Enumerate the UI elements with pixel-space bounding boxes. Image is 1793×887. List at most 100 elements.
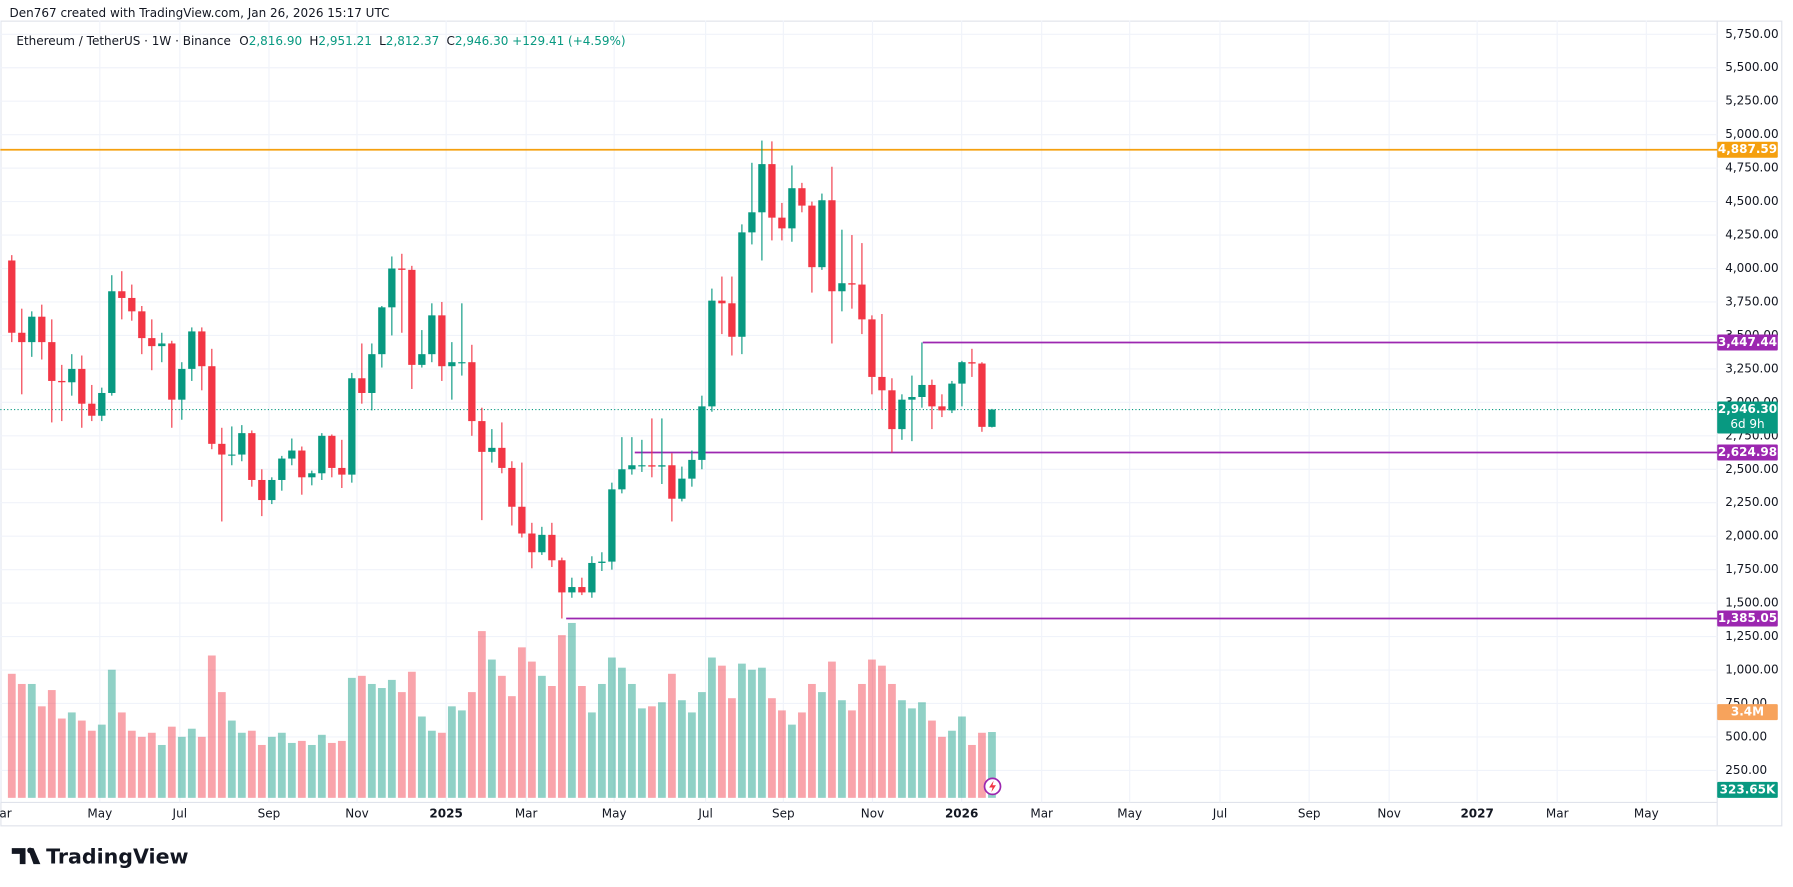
volume-ma-label-box — [1717, 704, 1778, 721]
volume-bar — [7, 673, 16, 798]
volume-bar — [307, 744, 316, 798]
level-label: 2,624.98 — [1718, 445, 1777, 459]
candle-body — [48, 342, 56, 381]
x-tick-label: Mar — [1546, 806, 1569, 820]
candle-body — [778, 217, 786, 229]
volume-bar — [237, 732, 246, 798]
candle-body — [678, 478, 686, 499]
y-tick-label: 4,000.00 — [1725, 261, 1778, 275]
candle-body — [238, 433, 246, 455]
candle-body — [708, 300, 716, 407]
last-price-box — [1717, 401, 1778, 434]
volume-bar — [337, 740, 346, 798]
candle-body — [728, 303, 736, 337]
candle-body — [438, 315, 446, 367]
volume-bar — [587, 712, 596, 798]
candle-body — [258, 479, 266, 501]
candle-body — [908, 396, 916, 400]
x-tick-label: 2027 — [1460, 806, 1493, 820]
x-tick-label: Mar — [1030, 806, 1053, 820]
volume-bar — [547, 685, 556, 798]
volume-bar — [668, 673, 676, 798]
x-tick-label: Nov — [861, 806, 884, 820]
axis-labels: 4,887.59 3,447.44 2,624.98 1,385.05 2,946.30… — [1717, 141, 1778, 798]
candle-body — [758, 164, 766, 213]
volume-bar — [948, 730, 956, 798]
y-tick-label: 3,250.00 — [1725, 361, 1778, 375]
candle-body — [278, 458, 286, 480]
volume-bar — [878, 665, 886, 798]
volume-bar — [928, 720, 936, 798]
volume-bar — [678, 700, 686, 798]
volume-bar — [768, 698, 776, 798]
candle-body — [968, 362, 976, 364]
candle-body — [618, 469, 626, 490]
logo-dot — [27, 847, 33, 854]
volume-bar — [798, 712, 806, 798]
candle-body — [338, 467, 346, 475]
volume-bar — [157, 744, 166, 798]
x-tick-label: Mar — [515, 806, 538, 820]
volume-bar — [457, 710, 466, 798]
candle-body — [558, 560, 566, 593]
level-label-box — [1717, 141, 1778, 158]
volume-bar — [377, 688, 386, 798]
volume-bar — [437, 732, 446, 798]
candle-body — [388, 268, 396, 308]
level-label: 1,385.05 — [1718, 611, 1777, 625]
candle-body — [638, 465, 646, 467]
volume-bar — [597, 683, 606, 798]
volume-bar — [918, 702, 926, 798]
candle-body — [748, 212, 756, 233]
candle-body — [648, 465, 656, 467]
volume-bar — [447, 706, 456, 798]
volume-bar — [627, 683, 636, 798]
candle-body — [348, 378, 356, 475]
volume-bar — [858, 683, 866, 798]
volume-bar — [958, 716, 966, 798]
candle-body — [478, 421, 486, 452]
volume-bar — [167, 726, 176, 798]
candle-body — [458, 362, 466, 364]
candle-body — [848, 283, 856, 285]
volume-bar — [197, 736, 206, 798]
candle-body — [468, 362, 476, 422]
y-tick-label: 3,750.00 — [1725, 294, 1778, 308]
candle-body — [138, 311, 146, 339]
x-tick-label: Jul — [697, 806, 712, 820]
candle-body — [798, 188, 806, 206]
candle-body — [118, 291, 126, 298]
volume-bar — [968, 744, 976, 798]
y-tick-label: 1,000.00 — [1725, 663, 1778, 677]
y-tick-label: 5,000.00 — [1725, 127, 1778, 141]
candle-body — [928, 384, 936, 407]
volume-bar — [517, 647, 526, 798]
candle-body — [148, 338, 156, 347]
volume-bar — [748, 669, 756, 798]
volume-bar — [808, 683, 816, 798]
y-tick-label: 2,500.00 — [1725, 462, 1778, 476]
candle-body — [888, 390, 896, 430]
candle-body — [98, 392, 106, 416]
volume-bar — [227, 720, 236, 798]
candle-body — [608, 489, 616, 562]
candle-body — [198, 331, 206, 367]
y-tick-label: 4,250.00 — [1725, 228, 1778, 242]
candle-body — [318, 435, 326, 474]
volume-bar — [567, 622, 576, 798]
candle-body — [298, 450, 306, 478]
candle-body — [58, 380, 66, 383]
volume-bar — [267, 736, 276, 798]
y-tick-label: 500.00 — [1725, 729, 1767, 743]
volume-bar — [868, 659, 876, 798]
candle-body — [948, 383, 956, 411]
volume-bar — [47, 690, 56, 798]
legend-value: 2,946.30 — [455, 34, 508, 48]
volume-bar — [988, 732, 996, 798]
y-tick-label: 1,500.00 — [1725, 596, 1778, 610]
legend-change-pct: (+4.59%) — [568, 34, 626, 48]
candle-body — [938, 406, 946, 411]
volume-bar — [818, 692, 826, 798]
candle-body — [628, 465, 636, 470]
